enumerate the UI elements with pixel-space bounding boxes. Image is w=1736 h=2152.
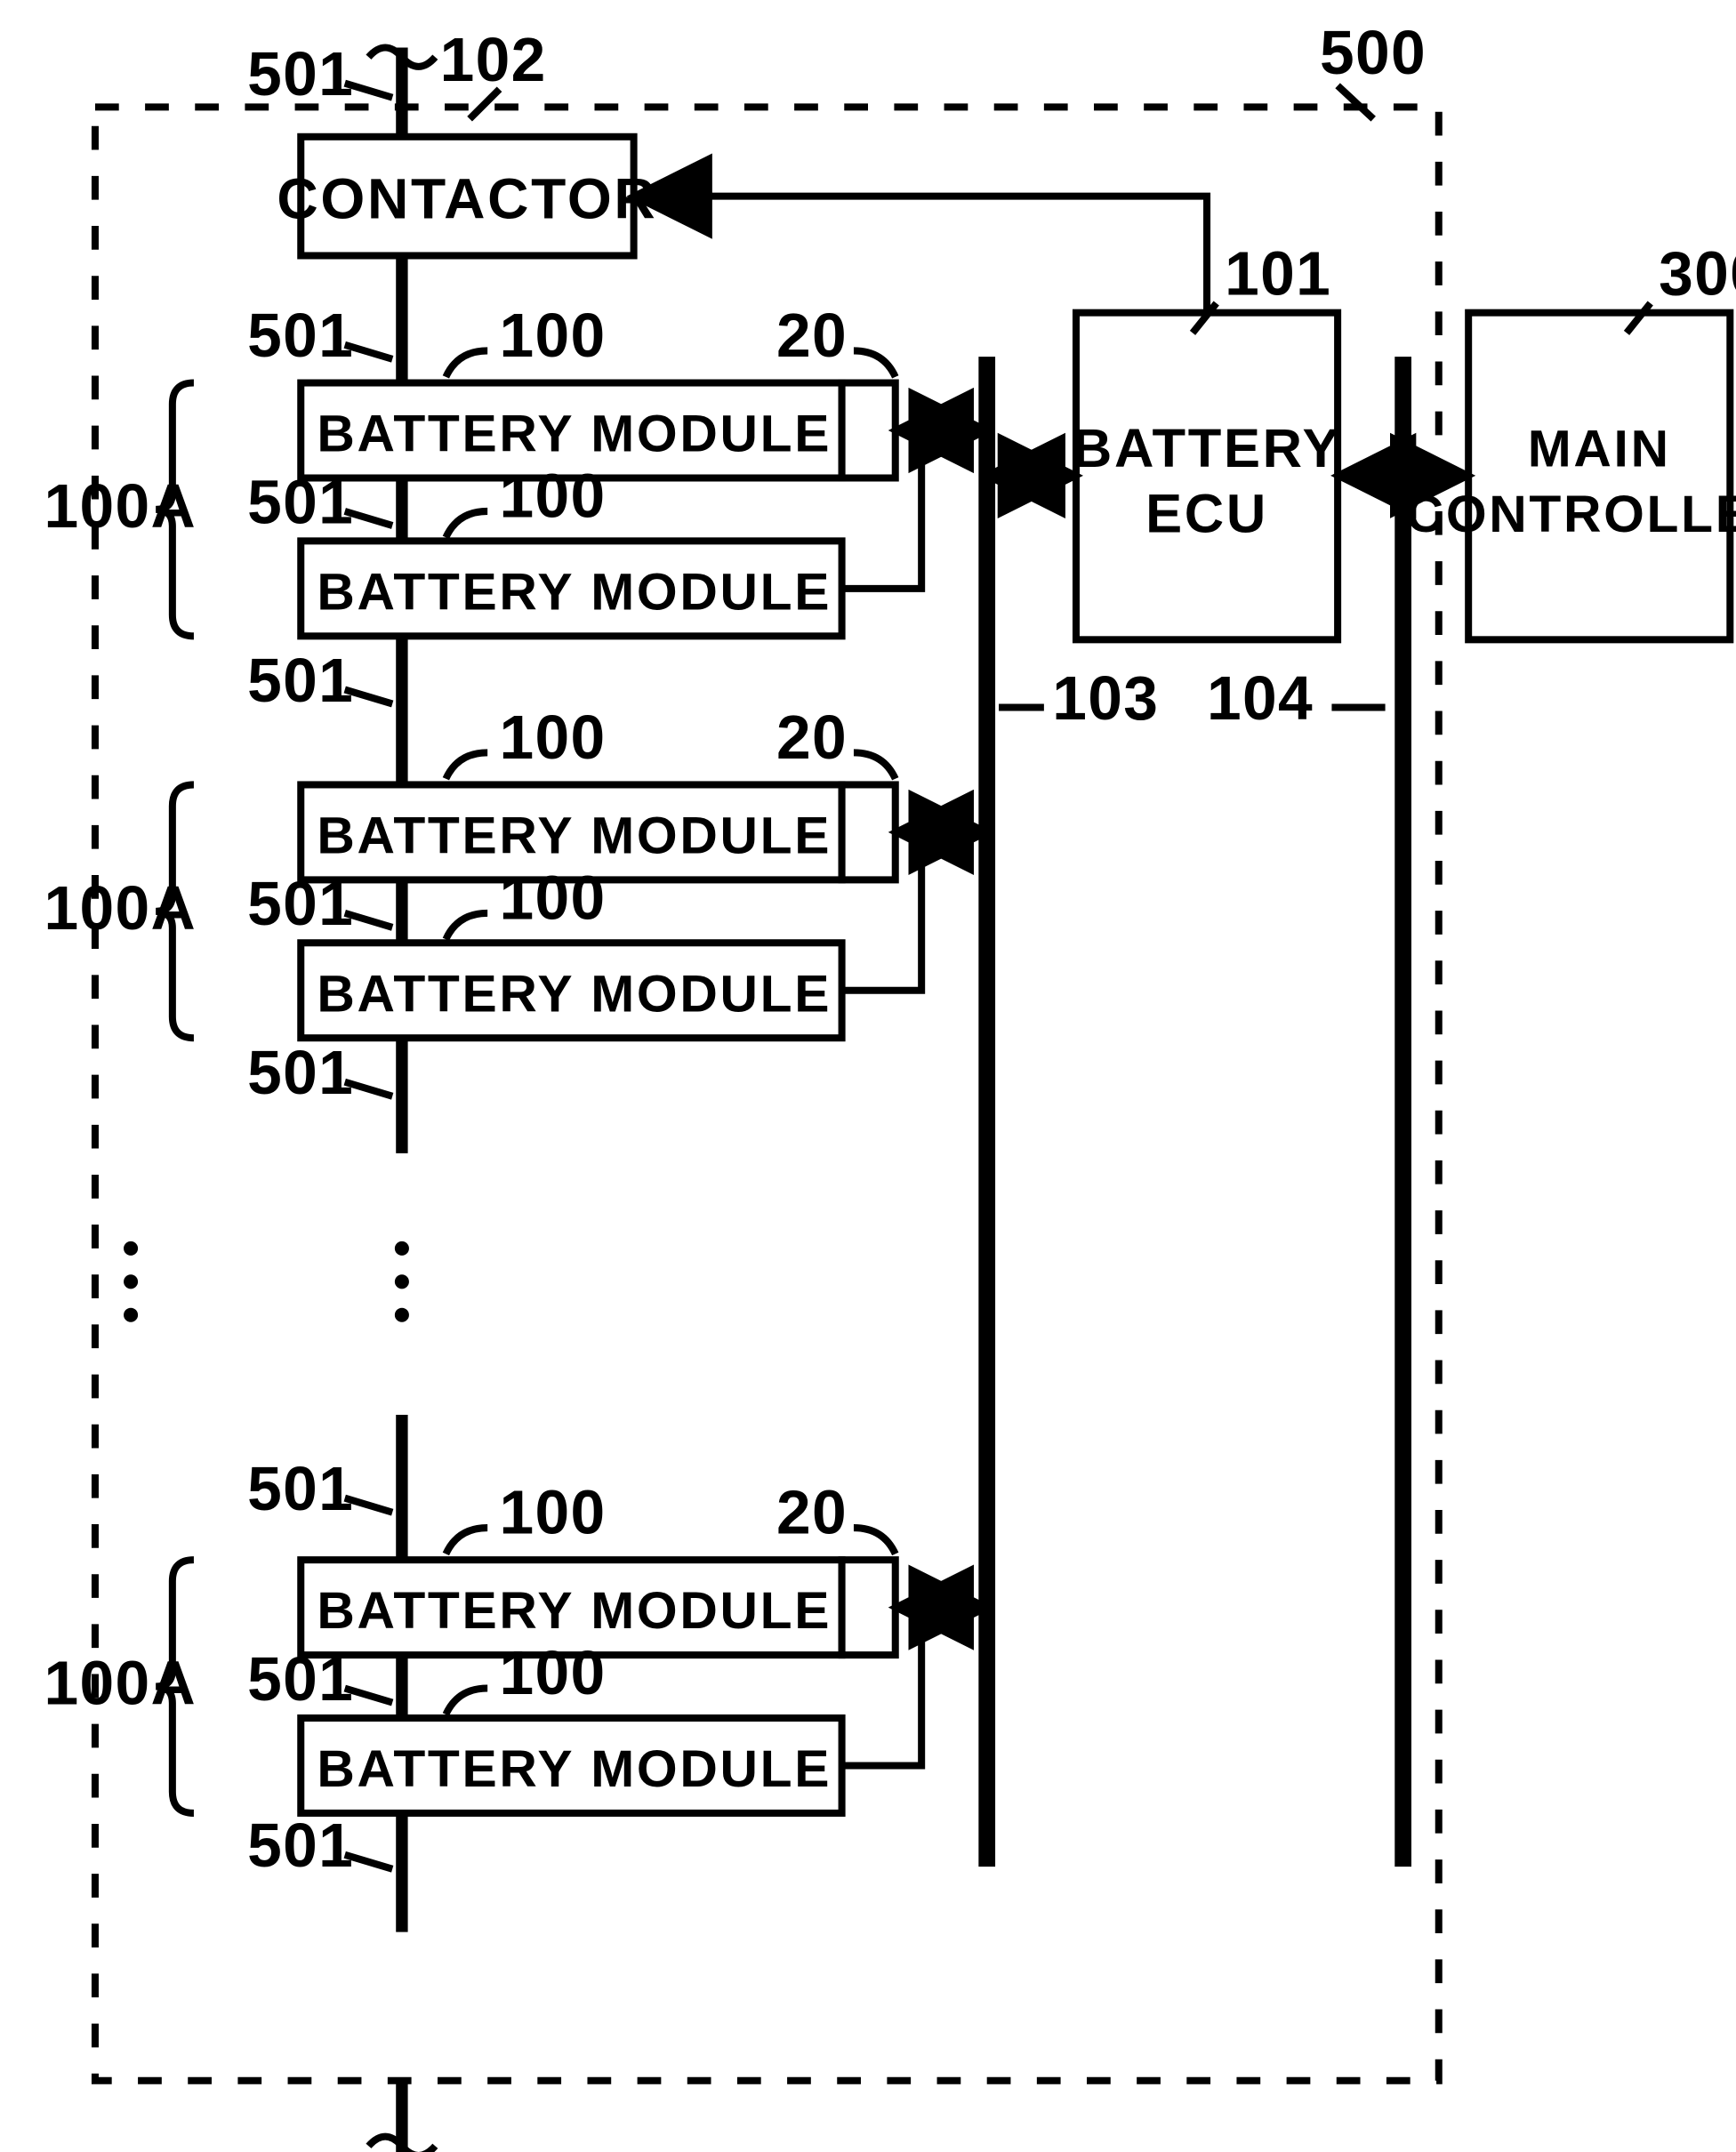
svg-text:BATTERY MODULE: BATTERY MODULE xyxy=(317,406,832,463)
svg-text:ECU: ECU xyxy=(1145,484,1268,545)
callout-leader xyxy=(446,752,487,778)
ellipsis-dot xyxy=(124,1241,138,1256)
ecu-to-contactor-arrow xyxy=(634,197,1207,313)
svg-text:100A: 100A xyxy=(44,471,197,541)
svg-text:20: 20 xyxy=(776,301,848,370)
svg-text:BATTERY MODULE: BATTERY MODULE xyxy=(317,1582,832,1640)
callout-leader xyxy=(1338,85,1373,118)
svg-text:BATTERY MODULE: BATTERY MODULE xyxy=(317,563,832,621)
battery-module-sub-20 xyxy=(842,383,896,478)
svg-text:100A: 100A xyxy=(44,1649,197,1718)
svg-text:BATTERY MODULE: BATTERY MODULE xyxy=(317,965,832,1023)
svg-text:BATTERY MODULE: BATTERY MODULE xyxy=(317,807,832,864)
svg-text:20: 20 xyxy=(776,1478,848,1547)
callout-leader xyxy=(854,752,896,778)
svg-text:501: 501 xyxy=(247,646,354,715)
svg-text:101: 101 xyxy=(1225,239,1331,309)
callout-leader xyxy=(446,511,487,537)
svg-text:501: 501 xyxy=(247,301,354,370)
battery-module-sub-20 xyxy=(842,784,896,879)
svg-text:300: 300 xyxy=(1659,239,1736,309)
svg-text:501: 501 xyxy=(247,1454,354,1523)
callout-leader xyxy=(854,1528,896,1554)
svg-text:100A: 100A xyxy=(44,873,197,943)
ellipsis-dot xyxy=(395,1308,409,1322)
callout-leader xyxy=(446,1528,487,1554)
svg-text:MAIN: MAIN xyxy=(1528,420,1671,478)
ellipsis-dot xyxy=(124,1274,138,1289)
ellipsis-dot xyxy=(395,1274,409,1289)
svg-text:CONTROLLER: CONTROLLER xyxy=(1406,486,1736,543)
callout-leader xyxy=(446,1689,487,1714)
battery-module-sub-20 xyxy=(842,1560,896,1655)
svg-text:501: 501 xyxy=(247,1038,354,1107)
svg-text:100: 100 xyxy=(500,863,607,933)
svg-text:501: 501 xyxy=(247,1644,354,1714)
svg-text:CONTACTOR: CONTACTOR xyxy=(277,167,657,231)
svg-text:100: 100 xyxy=(500,301,607,370)
callout-leader xyxy=(446,913,487,939)
svg-text:20: 20 xyxy=(776,703,848,772)
svg-text:100: 100 xyxy=(500,462,607,531)
svg-text:501: 501 xyxy=(247,1811,354,1880)
svg-text:104: 104 xyxy=(1207,663,1314,733)
ellipsis-dot xyxy=(124,1308,138,1322)
battery-system-block-diagram: CONTACTOR BATTERYECU MAIN CONTROLLER BATTERY… xyxy=(0,0,1736,2152)
ellipsis-dot xyxy=(395,1241,409,1256)
svg-text:100: 100 xyxy=(500,1478,607,1547)
svg-text:501: 501 xyxy=(247,467,354,536)
svg-text:501: 501 xyxy=(247,869,354,938)
svg-text:102: 102 xyxy=(440,25,547,94)
svg-text:500: 500 xyxy=(1320,18,1427,87)
callout-leader xyxy=(854,350,896,376)
svg-text:103: 103 xyxy=(1052,663,1159,733)
svg-text:BATTERY: BATTERY xyxy=(1073,418,1341,479)
svg-text:BATTERY MODULE: BATTERY MODULE xyxy=(317,1740,832,1798)
svg-text:501: 501 xyxy=(247,39,354,108)
svg-text:100: 100 xyxy=(500,703,607,772)
svg-text:100: 100 xyxy=(500,1638,607,1707)
callout-leader xyxy=(446,350,487,376)
